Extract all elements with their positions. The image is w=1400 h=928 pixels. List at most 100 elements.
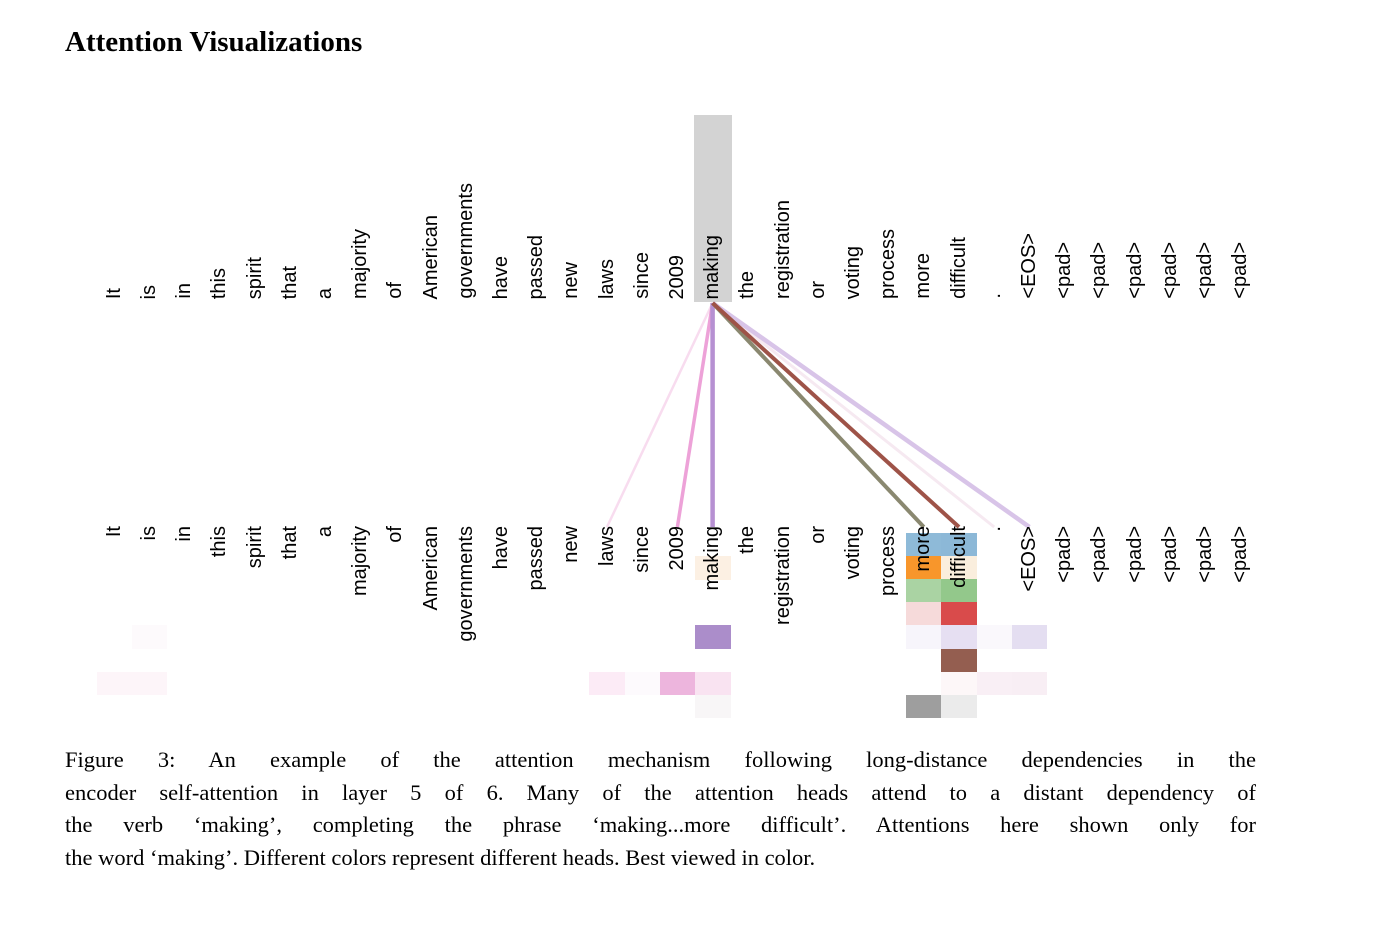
attention-cell bbox=[941, 533, 978, 557]
key-token-7: majority bbox=[349, 526, 372, 597]
query-token-14: laws bbox=[595, 258, 618, 299]
key-token-0: It bbox=[102, 526, 125, 538]
focus-token-highlight bbox=[693, 115, 732, 302]
attention-cell bbox=[941, 602, 978, 626]
query-token-16: 2009 bbox=[665, 254, 688, 300]
attention-line-to-<EOS> bbox=[711, 301, 1031, 529]
key-token-18: the bbox=[736, 526, 759, 554]
attention-cell bbox=[695, 556, 731, 580]
query-token-20: or bbox=[806, 281, 829, 299]
key-token-25: . bbox=[982, 526, 1005, 532]
query-token-15: since bbox=[630, 252, 653, 299]
key-token-10: governments bbox=[454, 526, 477, 642]
query-token-29: <pad> bbox=[1123, 242, 1146, 299]
key-token-16: 2009 bbox=[665, 526, 688, 571]
query-token-23: more bbox=[912, 253, 935, 299]
key-token-11: have bbox=[489, 526, 512, 570]
attention-cell bbox=[589, 671, 626, 696]
query-token-22: process bbox=[877, 228, 900, 299]
key-token-3: this bbox=[208, 526, 231, 558]
query-token-2: in bbox=[173, 283, 196, 299]
query-token-13: new bbox=[560, 262, 583, 299]
key-token-24: difficult bbox=[947, 526, 970, 588]
attention-cell bbox=[941, 579, 978, 603]
key-token-29: <pad> bbox=[1123, 526, 1146, 583]
key-token-12: passed bbox=[525, 526, 548, 591]
caption-line-3: the verb ‘making’, completing the phrase… bbox=[65, 812, 1256, 837]
key-token-17: making bbox=[701, 526, 724, 591]
query-token-17: making bbox=[701, 234, 724, 299]
attention-cell bbox=[1011, 671, 1048, 696]
attention-line-to-. bbox=[711, 301, 996, 529]
attention-cell bbox=[941, 556, 978, 580]
key-token-15: since bbox=[630, 526, 653, 573]
attention-cell bbox=[906, 556, 942, 580]
key-token-14: laws bbox=[595, 526, 618, 567]
query-token-31: <pad> bbox=[1193, 242, 1216, 299]
query-token-0: It bbox=[102, 287, 125, 299]
attention-cell bbox=[976, 625, 1013, 649]
key-token-9: American bbox=[419, 526, 442, 611]
attention-cell bbox=[695, 671, 731, 696]
key-token-30: <pad> bbox=[1158, 526, 1181, 583]
attention-cell bbox=[695, 625, 731, 649]
key-token-31: <pad> bbox=[1193, 526, 1216, 583]
key-token-27: <pad> bbox=[1053, 526, 1076, 583]
query-token-27: <pad> bbox=[1053, 242, 1076, 299]
query-token-28: <pad> bbox=[1088, 242, 1111, 299]
caption-line-4: the word ‘making’. Different colors repr… bbox=[65, 844, 816, 870]
query-token-10: governments bbox=[454, 183, 477, 299]
query-token-12: passed bbox=[525, 234, 548, 300]
query-token-4: spirit bbox=[243, 256, 266, 299]
attention-cell bbox=[1011, 625, 1048, 649]
attention-line-to-more bbox=[711, 301, 926, 529]
key-token-19: registration bbox=[771, 526, 794, 625]
attention-cell bbox=[941, 671, 978, 696]
attention-cell bbox=[131, 671, 168, 696]
key-token-32: <pad> bbox=[1229, 526, 1252, 583]
query-token-8: of bbox=[384, 282, 407, 299]
attention-line-to-difficult bbox=[711, 301, 961, 529]
query-token-6: a bbox=[313, 287, 336, 299]
attention-cell bbox=[695, 694, 731, 719]
attention-cell bbox=[659, 671, 696, 696]
key-token-4: spirit bbox=[243, 526, 266, 569]
key-token-21: voting bbox=[841, 526, 864, 580]
figure-caption: Figure 3: An example of the attention me… bbox=[65, 744, 1256, 874]
query-token-3: this bbox=[208, 267, 231, 299]
query-token-24: difficult bbox=[947, 237, 970, 299]
query-token-30: <pad> bbox=[1158, 242, 1181, 299]
query-token-11: have bbox=[489, 255, 512, 299]
query-token-26: <EOS> bbox=[1017, 233, 1040, 299]
caption-line-1: Figure 3: An example of the attention me… bbox=[65, 747, 1256, 772]
query-token-32: <pad> bbox=[1229, 242, 1252, 299]
attention-cell bbox=[941, 694, 978, 719]
key-token-23: more bbox=[912, 526, 935, 572]
attention-cell bbox=[96, 671, 133, 696]
key-token-26: <EOS> bbox=[1017, 526, 1040, 592]
key-token-13: new bbox=[560, 526, 583, 563]
key-token-20: or bbox=[806, 526, 829, 544]
attention-line-to-2009 bbox=[675, 302, 715, 528]
query-token-9: American bbox=[419, 214, 442, 299]
query-token-7: majority bbox=[349, 228, 372, 299]
attention-cell bbox=[941, 625, 978, 649]
query-token-21: voting bbox=[841, 245, 864, 299]
key-token-1: is bbox=[137, 526, 160, 541]
key-token-28: <pad> bbox=[1088, 526, 1111, 583]
page-title: Attention Visualizations bbox=[65, 26, 363, 58]
attention-cell bbox=[906, 533, 942, 557]
attention-cell bbox=[906, 625, 942, 649]
query-token-1: is bbox=[137, 284, 160, 299]
key-token-22: process bbox=[877, 526, 900, 597]
key-token-8: of bbox=[384, 526, 407, 543]
attention-line-to-laws bbox=[605, 302, 714, 528]
attention-cell bbox=[131, 625, 168, 649]
query-token-5: that bbox=[278, 265, 301, 299]
query-token-19: registration bbox=[771, 200, 794, 299]
attention-cell bbox=[976, 671, 1013, 696]
key-token-6: a bbox=[313, 526, 336, 538]
